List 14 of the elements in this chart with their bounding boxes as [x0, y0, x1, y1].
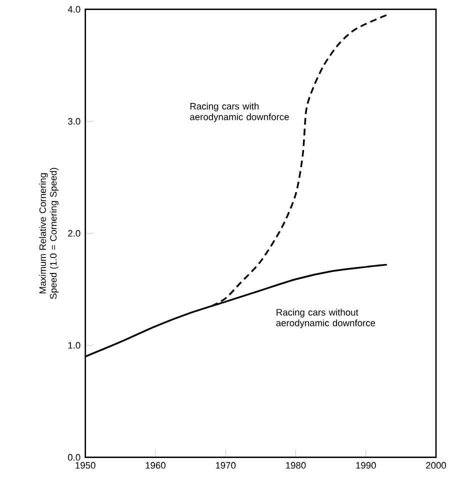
x-tick-label: 1960: [146, 462, 166, 469]
x-tick-label: 1980: [286, 462, 306, 469]
y-tick-label: 2.0: [68, 230, 80, 237]
y-tick-label: 1.0: [68, 342, 80, 349]
y-tick-label: 4.0: [68, 6, 80, 13]
x-tick-label: 1950: [76, 462, 96, 469]
x-tick-label: 2000: [426, 462, 446, 469]
y-tick-label: 3.0: [68, 118, 80, 125]
y-tick-label: 0.0: [68, 454, 80, 461]
text: Racing cars without aerodynamic downforce: [276, 308, 376, 328]
y-axis-title: Maximum Relative Cornering Speed (1.0 = Cornering Speed): [39, 168, 59, 299]
series-label: Racing cars with aerodynamic downforce: [190, 102, 290, 122]
x-tick-label: 1970: [216, 462, 236, 469]
x-tick-label: 1990: [356, 462, 376, 469]
